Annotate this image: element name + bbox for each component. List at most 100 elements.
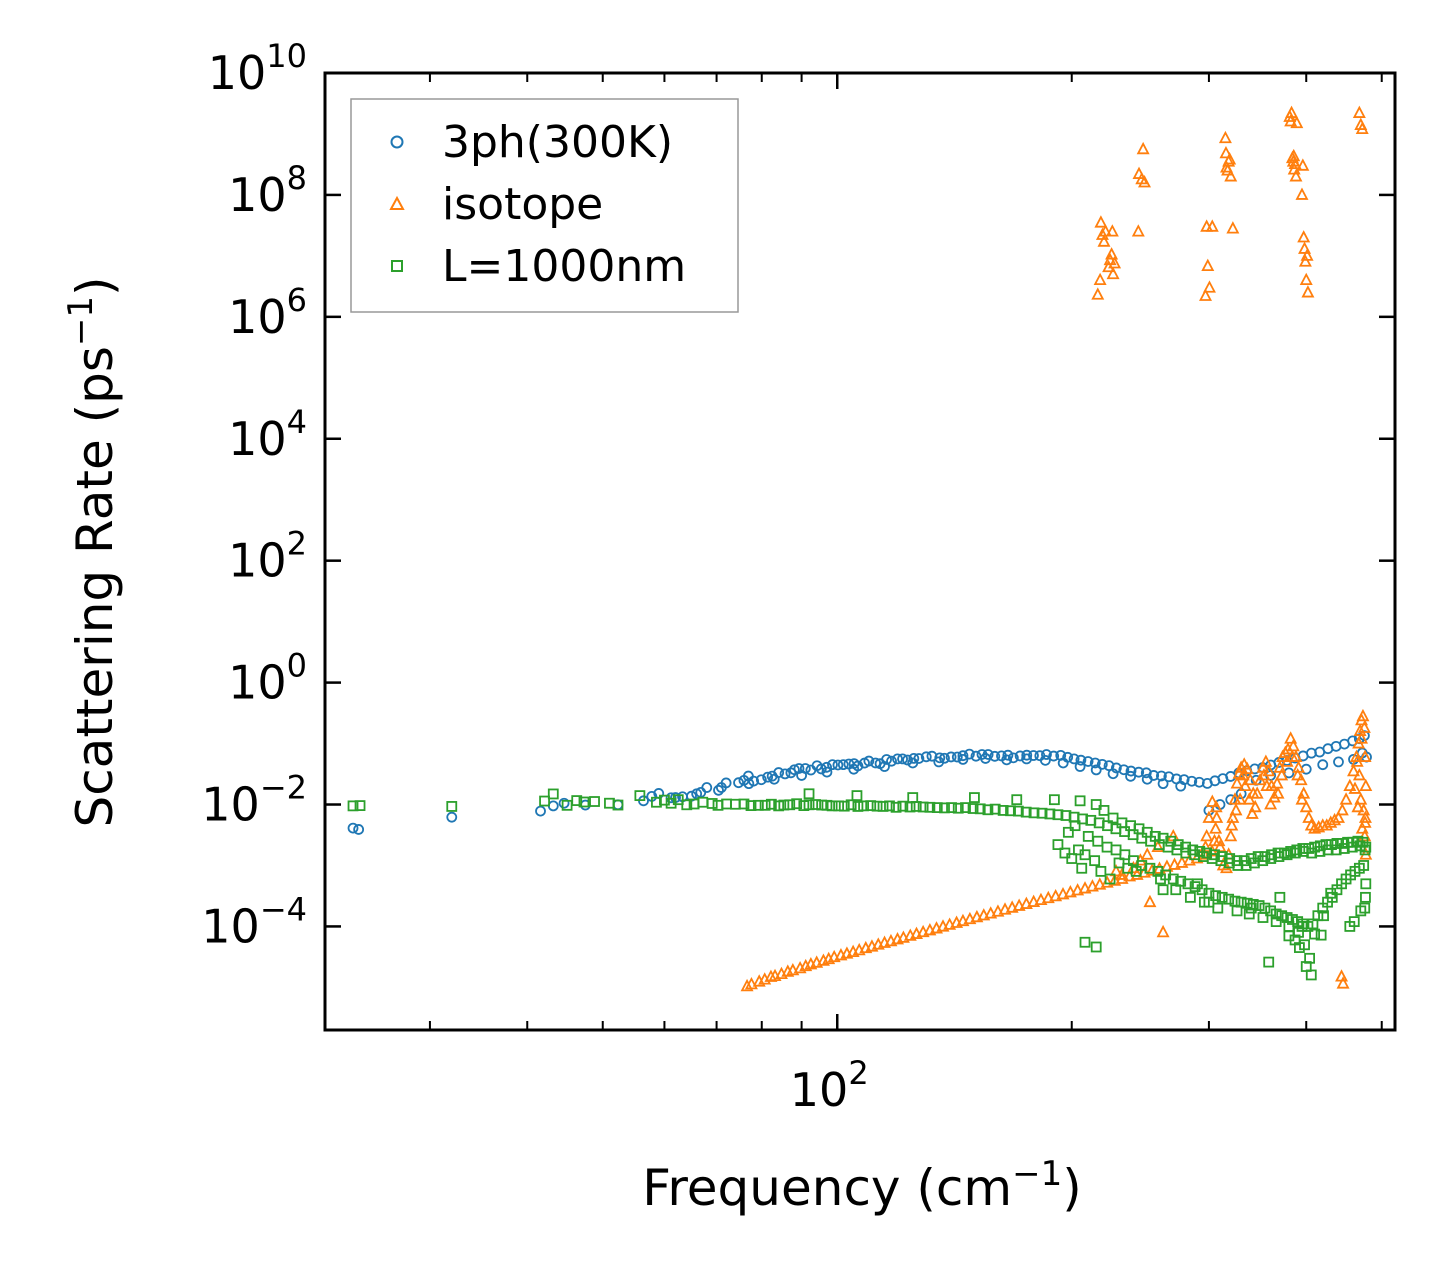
data-point-isotope	[1202, 280, 1216, 293]
data-point-l1000nm	[1201, 847, 1213, 859]
data-point-isotope	[1351, 799, 1365, 813]
data-point-3ph	[1141, 773, 1153, 785]
data-point-3ph	[755, 774, 767, 786]
data-point-l1000nm	[1285, 846, 1297, 857]
data-point-isotope	[1224, 828, 1238, 842]
data-point-isotope	[1143, 894, 1157, 908]
legend: 3ph(300K) isotope L=1000nm	[350, 98, 739, 313]
data-point-l1000nm	[1157, 832, 1169, 844]
data-point-isotope	[1019, 896, 1033, 909]
data-point-3ph	[691, 788, 703, 800]
data-point-l1000nm	[1089, 855, 1101, 867]
data-point-l1000nm	[1355, 905, 1367, 917]
data-point-l1000nm	[907, 792, 919, 803]
y-tick-label-exponent: −4	[260, 890, 307, 928]
data-point-l1000nm	[1270, 916, 1282, 928]
data-point-isotope	[1229, 802, 1243, 816]
data-point-isotope	[1358, 749, 1372, 762]
data-point-isotope	[984, 906, 998, 919]
y-tick-label: 104	[228, 403, 307, 466]
data-point-isotope	[1248, 799, 1262, 813]
data-point-isotope	[1136, 141, 1150, 155]
x-tick-label-exponent: 2	[848, 1054, 868, 1092]
data-point-isotope	[1106, 266, 1120, 280]
data-point-l1000nm	[1320, 839, 1332, 850]
data-point-l1000nm	[659, 794, 670, 806]
data-point-3ph	[920, 751, 932, 763]
data-point-l1000nm	[1155, 873, 1166, 885]
data-point-isotope	[1312, 820, 1326, 833]
axis-ticks	[325, 71, 1395, 1030]
data-point-l1000nm	[539, 795, 550, 807]
data-point-3ph	[743, 778, 755, 790]
data-point-l1000nm	[1062, 826, 1074, 838]
data-point-l1000nm	[1245, 902, 1257, 914]
data-point-l1000nm	[1216, 851, 1228, 862]
data-point-l1000nm	[651, 796, 662, 808]
data-point-3ph	[701, 782, 713, 793]
data-point-l1000nm	[974, 803, 986, 815]
data-point-l1000nm	[1157, 884, 1169, 896]
data-point-l1000nm	[1130, 865, 1142, 877]
data-point-l1000nm	[1209, 849, 1220, 861]
y-axis-label-sup: −1	[61, 296, 101, 346]
data-point-l1000nm	[1069, 820, 1081, 832]
data-point-isotope	[1200, 828, 1214, 842]
data-point-3ph	[1090, 764, 1102, 776]
data-point-l1000nm	[1291, 844, 1303, 856]
x-axis-label-end: )	[1062, 1159, 1082, 1217]
data-point-isotope	[1240, 761, 1254, 775]
data-point-3ph	[793, 763, 805, 774]
x-axis-label-sup: −1	[1012, 1154, 1062, 1194]
data-point-3ph	[951, 751, 963, 763]
data-point-isotope	[1299, 799, 1313, 813]
data-point-l1000nm	[1165, 835, 1177, 847]
data-point-isotope	[1212, 833, 1226, 847]
data-point-l1000nm	[1180, 841, 1191, 853]
data-point-3ph	[558, 797, 570, 809]
data-point-l1000nm	[446, 801, 458, 812]
data-point-l1000nm	[1059, 847, 1071, 859]
data-point-l1000nm	[838, 800, 850, 812]
data-point-l1000nm	[347, 800, 359, 812]
data-point-isotope	[1105, 224, 1119, 237]
y-tick-label: 100	[228, 647, 307, 710]
data-point-l1000nm	[354, 800, 366, 811]
data-point-l1000nm	[877, 801, 889, 812]
data-point-isotope	[1012, 898, 1026, 911]
data-point-l1000nm	[1090, 799, 1102, 810]
data-point-l1000nm	[1231, 855, 1243, 867]
data-point-3ph	[957, 750, 969, 762]
data-point-l1000nm	[871, 800, 883, 812]
data-point-l1000nm	[865, 800, 877, 811]
data-point-l1000nm	[939, 802, 950, 814]
data-point-3ph	[1107, 768, 1119, 780]
data-point-isotope	[1300, 248, 1314, 261]
data-point-isotope	[1260, 778, 1274, 792]
data-point-isotope	[1287, 148, 1301, 162]
data-point-3ph	[353, 824, 365, 835]
legend-label-isotope: isotope	[442, 179, 603, 230]
data-point-l1000nm	[634, 790, 646, 802]
data-point-3ph	[848, 763, 860, 775]
data-point-l1000nm	[612, 799, 624, 811]
data-point-l1000nm	[1223, 893, 1235, 905]
data-point-l1000nm	[1152, 865, 1164, 877]
data-point-isotope	[1267, 790, 1281, 803]
data-point-l1000nm	[752, 799, 764, 811]
data-point-l1000nm	[784, 799, 796, 811]
data-point-isotope	[1301, 285, 1315, 298]
legend-frame	[350, 98, 739, 313]
data-point-isotope	[1202, 810, 1216, 823]
data-point-isotope	[1236, 767, 1250, 781]
data-point-isotope	[1295, 187, 1309, 200]
data-point-l1000nm	[1020, 806, 1032, 818]
data-point-l1000nm	[1210, 890, 1222, 902]
data-point-isotope	[1097, 234, 1111, 247]
data-point-isotope	[1233, 792, 1247, 805]
data-point-isotope	[1175, 855, 1189, 868]
data-point-isotope	[1350, 754, 1364, 767]
data-point-isotope	[1284, 114, 1298, 127]
data-point-l1000nm	[665, 797, 677, 809]
